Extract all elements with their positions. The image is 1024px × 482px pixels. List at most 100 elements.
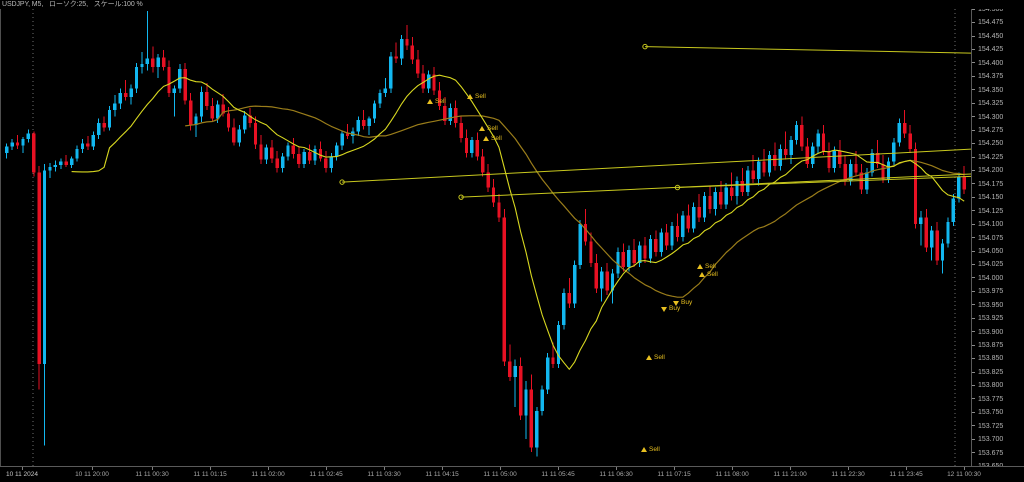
candle-body	[881, 163, 885, 179]
indicator-line	[71, 74, 965, 370]
time-tick-label: 11 11 08:00	[715, 471, 749, 478]
price-tick-dash	[972, 304, 975, 306]
price-tick-label: 153.650	[978, 463, 1003, 466]
price-tick: 153.650	[972, 462, 1003, 466]
price-tick-dash	[972, 75, 975, 77]
candlestick-canvas	[5, 9, 971, 466]
candle-body	[794, 125, 799, 141]
price-tick: 154.350	[972, 86, 1003, 95]
candle-body	[399, 39, 404, 59]
time-scale[interactable]: 10 11 2024 10 11 20:00 11 11 00:30 11 11 01…	[0, 466, 1024, 482]
trade-signal-sell-arrow[interactable]	[641, 447, 647, 452]
trend-line[interactable]	[677, 117, 971, 188]
chart-candle-count: ローソク:25,	[49, 1, 88, 8]
trend-line-anchor[interactable]	[458, 194, 464, 200]
price-tick: 154.500	[972, 9, 1003, 14]
candle-body	[421, 73, 425, 89]
time-tick-mark	[210, 467, 211, 470]
trend-line[interactable]	[342, 78, 971, 183]
time-tick-label: 11 11 02:00	[251, 471, 285, 478]
time-tick-mark	[558, 467, 559, 470]
candle-body	[692, 206, 696, 229]
trade-signal-sell-arrow[interactable]	[483, 136, 489, 141]
trade-signal-buy-label[interactable]: Buy	[681, 299, 693, 306]
time-tick-mark	[848, 467, 849, 470]
price-tick-dash	[972, 385, 975, 386]
trade-signal-sell-arrow[interactable]	[467, 94, 473, 99]
candle-body	[291, 145, 296, 155]
candle-body	[600, 271, 604, 289]
candle-body	[243, 115, 247, 130]
candle-body	[140, 63, 144, 68]
trade-signal-sell-label[interactable]: Sell	[491, 135, 502, 142]
candle-body	[610, 273, 615, 291]
chart-header: USDJPY, M5, ローソク:25, スケール:100 %	[0, 0, 1024, 9]
time-tick-mark	[268, 467, 269, 470]
trend-line-anchor[interactable]	[339, 179, 345, 185]
trade-signal-sell-arrow[interactable]	[699, 272, 705, 277]
price-tick: 154.000	[972, 274, 1003, 283]
candle-body	[811, 146, 815, 164]
candle-body	[491, 187, 496, 203]
candle-body	[659, 232, 663, 253]
price-tick-label: 153.750	[978, 409, 1004, 417]
price-tick: 154.225	[972, 153, 1003, 162]
trade-signal-buy-arrow[interactable]	[673, 301, 679, 306]
trend-line[interactable]	[645, 46, 971, 80]
candle-body	[854, 163, 858, 173]
price-tick-label: 154.200	[978, 167, 1004, 175]
price-tick-label: 154.425	[978, 46, 1004, 54]
trade-signal-sell-label[interactable]: Sell	[707, 271, 718, 278]
candle-body	[886, 161, 891, 179]
candle-body	[924, 217, 928, 248]
price-tick-label: 154.450	[978, 32, 1004, 40]
trade-signal-sell-arrow[interactable]	[427, 99, 433, 104]
candle-body	[783, 148, 788, 156]
price-tick-dash	[972, 264, 975, 266]
trade-signal-sell-label[interactable]: Sell	[654, 354, 665, 361]
candle-body	[188, 100, 193, 126]
price-tick-label: 154.350	[978, 86, 1004, 94]
trade-signal-sell-arrow[interactable]	[646, 355, 652, 360]
candle-body	[767, 155, 772, 173]
candle-body	[232, 127, 236, 143]
trade-signal-sell-label[interactable]: Sell	[649, 446, 660, 453]
trade-signal-sell-label[interactable]: Sell	[475, 93, 486, 100]
candle-body	[535, 411, 539, 448]
trend-line[interactable]	[461, 100, 971, 198]
trade-signal-buy-arrow[interactable]	[661, 307, 667, 312]
price-tick: 154.050	[972, 247, 1003, 256]
candle-body	[654, 239, 658, 253]
trade-signal-sell-label[interactable]: Sell	[705, 263, 716, 270]
candle-body	[107, 110, 112, 128]
candle-body	[389, 56, 393, 89]
trade-signal-sell-arrow[interactable]	[697, 264, 703, 269]
candle-body	[621, 252, 626, 268]
trend-line-anchor[interactable]	[642, 43, 648, 50]
trade-signal-sell-arrow[interactable]	[479, 126, 485, 131]
candle-body	[702, 196, 707, 218]
candle-body	[832, 150, 837, 169]
candle-body	[307, 152, 312, 161]
candle-body	[686, 215, 690, 229]
trade-signal-sell-label[interactable]: Sell	[435, 98, 446, 105]
candle-body	[486, 172, 490, 188]
candle-body	[518, 365, 523, 416]
candle-body	[15, 142, 20, 146]
candle-body	[513, 365, 517, 377]
trend-line-anchor[interactable]	[674, 184, 681, 191]
price-scale[interactable]: 154.500 154.475 154.450 154.425 154.400 154.3…	[971, 9, 1024, 466]
candle-body	[64, 161, 68, 165]
price-tick-dash	[972, 317, 975, 319]
time-tick-label: 11 11 22:30	[831, 471, 865, 478]
price-tick-dash	[972, 169, 975, 171]
candle-body	[356, 119, 360, 132]
candle-body	[145, 58, 150, 64]
trade-signal-buy-label[interactable]: Buy	[669, 305, 681, 312]
time-tick-label: 10 11 2024	[5, 471, 39, 478]
candle-body	[919, 217, 923, 225]
trade-signal-sell-label[interactable]: Sell	[487, 125, 498, 132]
candle-body	[91, 134, 95, 147]
candle-body	[37, 172, 41, 364]
chart-plot-area[interactable]: Sell Sell Sell Sell Sell Buy Buy Sell Sell Sell	[0, 9, 971, 466]
